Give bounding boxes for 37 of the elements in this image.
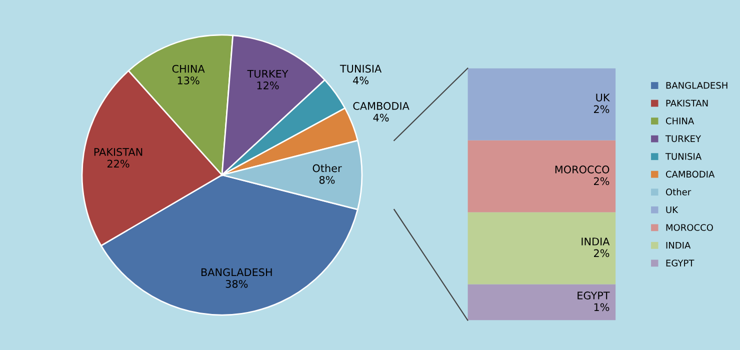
legend-label: CHINA <box>666 117 694 124</box>
bar <box>468 284 616 320</box>
slice-label: PAKISTAN <box>94 148 142 156</box>
text: MOROCCO <box>555 166 610 174</box>
slice-label: BANGLADESH <box>201 268 272 276</box>
data-label: 1% <box>594 303 610 312</box>
bar <box>468 68 616 140</box>
bar <box>468 212 616 284</box>
text: EGYPT <box>578 292 610 300</box>
legend-label: PAKISTAN <box>666 100 708 107</box>
data-label: 22% <box>107 160 130 168</box>
data-label: 2% <box>594 249 610 258</box>
slice-label: TURKEY <box>247 70 288 78</box>
text: UK <box>596 94 610 102</box>
legend-label: BANGLADESH <box>666 82 728 89</box>
slice-label: TUNISIA <box>340 64 382 73</box>
legend-label: MOROCCO <box>666 224 713 231</box>
slice-label: CHINA <box>172 64 205 73</box>
legend-label: INDIA <box>666 242 691 249</box>
data-label: 2% <box>594 177 610 186</box>
slice-label: Other <box>312 164 342 172</box>
slice-label: CAMBODIA <box>353 102 410 110</box>
data-label: 8% <box>319 176 335 184</box>
data-label: 2% <box>594 105 610 114</box>
data-label: 13% <box>178 76 200 84</box>
legend-label: EGYPT <box>666 260 694 266</box>
data-label: 4% <box>353 76 368 84</box>
data-label: 4% <box>373 114 389 122</box>
text: INDIA <box>582 238 610 246</box>
legend-label: Other <box>666 188 692 196</box>
data-label: 12% <box>257 81 279 90</box>
legend-label: CAMBODIA <box>666 170 715 178</box>
data-label: 38% <box>226 280 248 288</box>
legend-label: TURKEY <box>665 135 702 142</box>
bar <box>468 140 616 212</box>
legend-label: TUNISIA <box>665 153 702 160</box>
legend-label: UK <box>666 206 678 214</box>
